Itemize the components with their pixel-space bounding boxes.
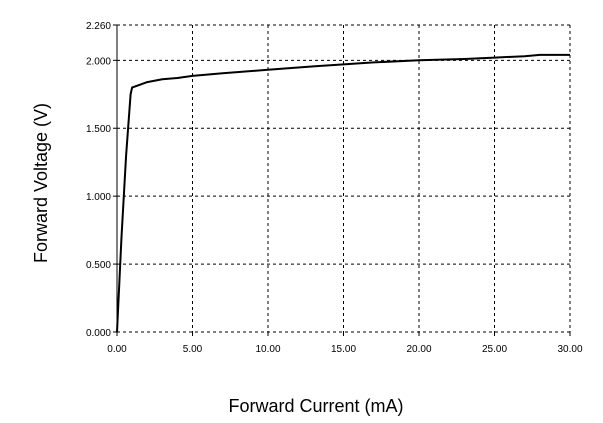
plot-frame	[113, 24, 571, 336]
series-line	[116, 53, 570, 333]
series-layer	[116, 53, 570, 333]
y-axis-title: Forward Voltage (V)	[31, 103, 51, 263]
grid-layer	[116, 24, 571, 333]
x-tick-label: 10.00	[255, 344, 280, 355]
x-tick-label: 5.00	[183, 344, 203, 355]
x-tick-label: 20.00	[406, 344, 431, 355]
y-tick-label: 1.000	[86, 192, 111, 203]
x-tick-label: 0.00	[107, 344, 127, 355]
y-tick-label: 0.500	[86, 260, 111, 271]
x-tick-label: 25.00	[482, 344, 507, 355]
y-tick-label: 2.000	[86, 56, 111, 67]
y-tick-labels: 0.000 0.500 1.000 1.500 2.000 2.260	[86, 21, 111, 339]
x-axis-title: Forward Current (mA)	[228, 396, 403, 416]
x-tick-labels: 0.00 5.00 10.00 15.00 20.00 25.00 30.00	[107, 344, 583, 355]
x-tick-label: 30.00	[557, 344, 582, 355]
y-tick-label: 2.260	[86, 21, 111, 32]
y-tick-label: 1.500	[86, 124, 111, 135]
y-tick-label: 0.000	[86, 328, 111, 339]
x-tick-label: 15.00	[331, 344, 356, 355]
